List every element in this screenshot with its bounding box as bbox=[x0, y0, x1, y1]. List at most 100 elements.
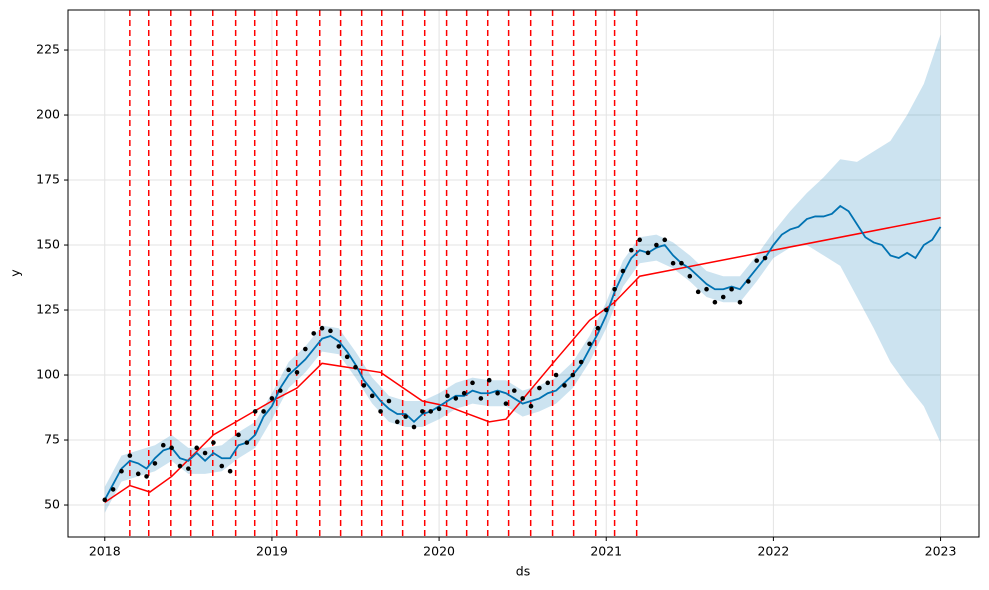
observed-point bbox=[135, 471, 141, 477]
y-tick-label: 75 bbox=[44, 432, 60, 447]
observed-point bbox=[545, 380, 551, 386]
observed-point bbox=[687, 273, 693, 279]
observed-point bbox=[110, 487, 116, 492]
uncertainty-band bbox=[104, 34, 941, 513]
observed-point bbox=[144, 474, 149, 479]
observed-point bbox=[227, 468, 233, 474]
observed-point bbox=[119, 468, 124, 474]
observed-point bbox=[528, 403, 534, 409]
observed-point bbox=[478, 396, 484, 401]
observed-point bbox=[127, 453, 133, 458]
observed-point bbox=[712, 299, 718, 305]
observed-point bbox=[620, 268, 626, 274]
observed-point bbox=[411, 424, 417, 430]
observed-point bbox=[495, 390, 500, 396]
forecast-line bbox=[103, 204, 942, 501]
observed-point bbox=[704, 286, 709, 292]
observed-point bbox=[177, 463, 183, 469]
x-tick-label: 2019 bbox=[256, 544, 288, 559]
observed-point bbox=[386, 398, 392, 404]
observed-point bbox=[160, 442, 166, 448]
observed-point bbox=[344, 354, 350, 360]
x-tick-label: 2018 bbox=[89, 544, 121, 559]
y-tick-label: 175 bbox=[36, 172, 60, 187]
observed-point bbox=[328, 328, 333, 334]
observed-point bbox=[537, 385, 542, 391]
observed-point bbox=[595, 325, 601, 331]
observed-point bbox=[269, 396, 275, 401]
observed-point bbox=[520, 396, 525, 401]
observed-point bbox=[361, 383, 367, 388]
observed-point bbox=[202, 450, 208, 456]
observed-point bbox=[186, 466, 191, 471]
observed-point bbox=[486, 377, 492, 383]
observed-point bbox=[453, 396, 459, 401]
y-tick-label: 50 bbox=[44, 497, 60, 512]
observed-point bbox=[311, 331, 317, 336]
observed-point bbox=[394, 419, 400, 425]
x-tick-label: 2020 bbox=[423, 544, 455, 559]
trend-line bbox=[104, 216, 941, 504]
observed-point bbox=[470, 380, 475, 386]
observed-point bbox=[654, 242, 659, 248]
observed-point bbox=[629, 247, 634, 253]
observed-point bbox=[637, 237, 642, 243]
y-tick-label: 225 bbox=[36, 42, 60, 57]
observed-point bbox=[194, 445, 200, 451]
observed-point bbox=[277, 388, 283, 393]
observed-point bbox=[503, 401, 509, 406]
observed-point bbox=[336, 344, 342, 349]
observed-point bbox=[679, 260, 684, 266]
observed-point bbox=[754, 258, 759, 263]
observed-point bbox=[369, 393, 375, 399]
observed-point bbox=[261, 409, 266, 414]
observed-point bbox=[403, 414, 408, 419]
observed-point bbox=[746, 279, 751, 284]
observed-point bbox=[152, 461, 158, 466]
observed-point bbox=[252, 409, 258, 414]
observed-point bbox=[662, 237, 668, 243]
plot-frame bbox=[67, 9, 980, 538]
x-tick-label: 2023 bbox=[925, 544, 957, 559]
observed-point bbox=[461, 390, 467, 396]
observed-point bbox=[729, 286, 734, 292]
observed-point bbox=[737, 299, 743, 305]
x-tick-label: 2021 bbox=[590, 544, 622, 559]
observed-point bbox=[420, 409, 425, 414]
observed-point bbox=[587, 341, 592, 347]
observed-point bbox=[695, 289, 701, 295]
observed-point bbox=[428, 409, 434, 414]
observed-point bbox=[553, 372, 559, 378]
observed-point bbox=[244, 440, 250, 445]
observed-point bbox=[219, 463, 225, 469]
y-axis-label: y bbox=[8, 269, 23, 277]
y-tick-label: 200 bbox=[36, 107, 60, 122]
observed-point bbox=[762, 255, 768, 261]
observed-point bbox=[512, 388, 517, 393]
observed-point bbox=[670, 260, 676, 266]
y-tick-label: 125 bbox=[36, 302, 60, 317]
observed-point bbox=[436, 406, 442, 412]
observed-point bbox=[378, 409, 383, 414]
x-axis-label: ds bbox=[516, 564, 530, 579]
observed-point bbox=[720, 294, 726, 300]
observed-point bbox=[102, 497, 108, 503]
observed-point bbox=[286, 367, 291, 373]
observed-point bbox=[562, 383, 567, 388]
observed-point bbox=[353, 364, 358, 370]
x-tick-label: 2022 bbox=[757, 544, 789, 559]
observed-point bbox=[319, 325, 325, 331]
observed-point bbox=[612, 286, 617, 292]
observed-point bbox=[211, 440, 216, 445]
observed-point bbox=[169, 445, 174, 451]
observed-point bbox=[645, 250, 651, 256]
y-tick-label: 100 bbox=[36, 367, 60, 382]
y-tick-label: 150 bbox=[36, 237, 60, 252]
observed-point bbox=[578, 359, 584, 365]
observed-point bbox=[303, 346, 308, 352]
observed-point bbox=[570, 372, 576, 378]
observed-point bbox=[445, 393, 450, 399]
observed-point bbox=[236, 432, 241, 438]
